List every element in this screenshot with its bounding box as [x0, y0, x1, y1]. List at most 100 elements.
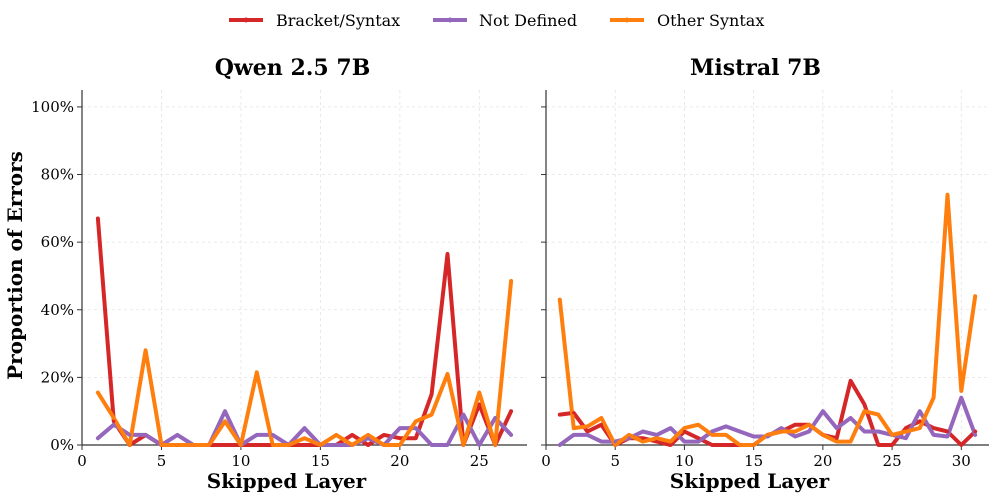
- data-point-bracket-syntax: [558, 412, 562, 417]
- data-point-other-syntax: [382, 443, 386, 447]
- data-point-other-syntax: [350, 443, 354, 447]
- data-point-bracket-syntax: [793, 423, 797, 427]
- data-point-bracket-syntax: [696, 436, 700, 440]
- data-point-other-syntax: [558, 298, 562, 302]
- data-point-not-defined: [655, 433, 659, 437]
- data-point-bracket-syntax: [959, 443, 963, 447]
- data-point-bracket-syntax: [414, 436, 418, 440]
- data-point-not-defined: [973, 433, 977, 437]
- data-point-other-syntax: [159, 443, 164, 447]
- data-point-not-defined: [821, 409, 825, 413]
- legend-item-other-syntax[interactable]: Other Syntax: [610, 11, 764, 30]
- data-point-not-defined: [890, 433, 894, 437]
- data-point-bracket-syntax: [682, 429, 687, 434]
- data-point-not-defined: [779, 426, 783, 430]
- data-point-bracket-syntax: [572, 411, 576, 415]
- x-tick-label: 15: [311, 452, 330, 470]
- legend-marker-other-syntax: [624, 17, 630, 23]
- x-tick-label: 25: [470, 452, 489, 470]
- data-point-bracket-syntax: [302, 443, 307, 447]
- data-point-bracket-syntax: [493, 443, 497, 447]
- data-point-other-syntax: [627, 433, 631, 437]
- data-point-other-syntax: [207, 443, 211, 447]
- data-point-bracket-syntax: [599, 423, 603, 427]
- x-tick-label: 20: [390, 452, 409, 470]
- data-point-other-syntax: [932, 396, 936, 400]
- data-point-bracket-syntax: [835, 436, 839, 440]
- x-tick-label: 10: [675, 452, 694, 470]
- data-point-not-defined: [752, 434, 756, 439]
- data-point-bracket-syntax: [398, 436, 402, 440]
- data-point-other-syntax: [271, 443, 275, 447]
- data-point-not-defined: [191, 443, 195, 447]
- data-point-other-syntax: [738, 443, 742, 447]
- data-point-bracket-syntax: [96, 216, 100, 221]
- data-point-not-defined: [382, 443, 386, 447]
- data-point-not-defined: [585, 433, 590, 437]
- data-point-other-syntax: [724, 433, 728, 437]
- data-point-other-syntax: [973, 294, 977, 298]
- legend-item-not-defined[interactable]: Not Defined: [433, 11, 577, 30]
- data-point-other-syntax: [398, 443, 402, 447]
- legend-item-bracket-syntax[interactable]: Bracket/Syntax: [229, 11, 400, 30]
- data-point-bracket-syntax: [430, 392, 434, 396]
- data-point-not-defined: [793, 434, 797, 439]
- data-point-other-syntax: [655, 436, 659, 440]
- data-point-not-defined: [509, 433, 513, 437]
- data-point-bracket-syntax: [255, 443, 259, 447]
- data-point-not-defined: [876, 429, 880, 434]
- data-point-other-syntax: [807, 423, 811, 427]
- legend-marker-not-defined: [447, 17, 453, 23]
- data-point-not-defined: [738, 429, 742, 434]
- data-point-not-defined: [223, 409, 227, 413]
- panel-title: Qwen 2.5 7B: [215, 55, 371, 81]
- data-point-not-defined: [932, 433, 936, 437]
- data-point-bracket-syntax: [752, 443, 756, 447]
- data-point-bracket-syntax: [738, 443, 742, 447]
- data-point-not-defined: [461, 412, 466, 417]
- data-point-other-syntax: [414, 419, 418, 423]
- data-point-bracket-syntax: [159, 443, 164, 447]
- data-point-bracket-syntax: [627, 436, 631, 440]
- x-tick-label: 15: [744, 452, 763, 470]
- series-line-other-syntax: [95, 279, 514, 447]
- data-point-not-defined: [445, 443, 450, 447]
- data-point-bracket-syntax: [175, 443, 179, 447]
- data-point-other-syntax: [493, 443, 497, 447]
- data-point-not-defined: [807, 429, 811, 434]
- data-point-other-syntax: [302, 436, 307, 440]
- x-tick-label: 0: [77, 452, 87, 470]
- x-axis-label: Skipped Layer: [207, 469, 367, 493]
- data-point-other-syntax: [710, 433, 714, 437]
- series-line-not-defined: [95, 409, 514, 447]
- data-point-bracket-syntax: [641, 436, 645, 440]
- data-point-bracket-syntax: [207, 443, 211, 447]
- data-point-not-defined: [159, 443, 164, 447]
- x-tick-label: 25: [883, 452, 902, 470]
- legend-label-bracket-syntax: Bracket/Syntax: [276, 11, 400, 30]
- data-point-bracket-syntax: [876, 443, 880, 447]
- data-point-other-syntax: [959, 389, 963, 393]
- data-point-not-defined: [239, 443, 243, 447]
- data-point-bracket-syntax: [821, 433, 825, 437]
- data-point-bracket-syntax: [710, 443, 714, 447]
- data-point-not-defined: [613, 440, 617, 444]
- data-point-not-defined: [904, 436, 908, 440]
- data-point-not-defined: [682, 440, 687, 444]
- data-point-not-defined: [696, 440, 700, 444]
- x-tick-label: 5: [157, 452, 167, 470]
- series-line-bracket-syntax: [557, 378, 978, 447]
- data-point-not-defined: [599, 440, 603, 444]
- data-point-not-defined: [96, 436, 100, 440]
- data-point-other-syntax: [599, 416, 603, 420]
- data-point-bracket-syntax: [366, 443, 370, 447]
- data-point-not-defined: [207, 443, 211, 447]
- data-point-not-defined: [724, 424, 728, 429]
- x-tick-label: 0: [541, 452, 551, 470]
- data-point-other-syntax: [585, 424, 590, 429]
- data-point-not-defined: [112, 423, 116, 427]
- x-tick-label: 30: [952, 452, 971, 470]
- data-point-bracket-syntax: [239, 443, 243, 447]
- legend-svg: Bracket/Syntax Not Defined Other Syntax: [229, 11, 764, 30]
- data-point-other-syntax: [945, 193, 950, 197]
